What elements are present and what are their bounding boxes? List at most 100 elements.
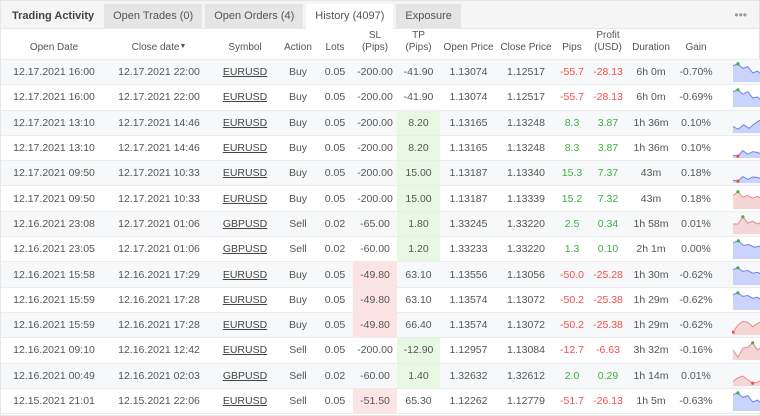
cell-action: Buy bbox=[279, 312, 317, 339]
symbol-link[interactable]: EURUSD bbox=[222, 395, 268, 407]
cell-symbol[interactable]: EURUSD bbox=[211, 312, 279, 339]
symbol-link[interactable]: EURUSD bbox=[222, 268, 268, 281]
tab-open-trades[interactable]: Open Trades (0) bbox=[104, 4, 203, 28]
sparkline-chart bbox=[732, 119, 760, 133]
col-lots[interactable]: Lots bbox=[317, 30, 353, 60]
symbol-link[interactable]: EURUSD bbox=[222, 142, 268, 155]
cell-lots: 0.05 bbox=[317, 59, 353, 86]
col-open-date[interactable]: Open Date bbox=[1, 30, 107, 60]
trade-sparkline bbox=[717, 84, 760, 111]
symbol-link[interactable]: GBPUSD bbox=[222, 369, 268, 382]
cell-action: Buy bbox=[279, 59, 317, 86]
cell-symbol[interactable]: EURUSD bbox=[211, 160, 279, 187]
table-row[interactable]: 12.17.2021 13:10 12.17.2021 14:46 EURUSD Bu… bbox=[1, 110, 760, 136]
col-open-price[interactable]: Open Price bbox=[440, 30, 497, 60]
tab-history[interactable]: History (4097) bbox=[306, 4, 394, 29]
col-gain[interactable]: Gain bbox=[675, 30, 717, 60]
cell-lots: 0.05 bbox=[317, 84, 353, 111]
symbol-link[interactable]: EURUSD bbox=[222, 66, 268, 79]
col-symbol[interactable]: Symbol bbox=[211, 30, 279, 60]
cell-action: Sell bbox=[279, 236, 317, 263]
cell-tp: 1.20 bbox=[397, 236, 440, 263]
table-row[interactable]: 12.16.2021 15:59 12.16.2021 17:28 EURUSD Bu… bbox=[1, 287, 760, 313]
cell-tp: 65.30 bbox=[397, 388, 440, 415]
col-sl[interactable]: SL (Pips) bbox=[353, 30, 397, 60]
cell-close-date: 12.17.2021 01:06 bbox=[107, 236, 211, 263]
col-profit[interactable]: Profit (USD) bbox=[589, 30, 627, 60]
cell-close-date: 12.16.2021 17:29 bbox=[107, 261, 211, 288]
cell-symbol[interactable]: EURUSD bbox=[211, 135, 279, 162]
cell-lots: 0.05 bbox=[317, 312, 353, 339]
table-row[interactable]: 12.16.2021 15:59 12.16.2021 17:28 EURUSD Bu… bbox=[1, 312, 760, 339]
symbol-link[interactable]: EURUSD bbox=[222, 192, 268, 205]
cell-symbol[interactable]: EURUSD bbox=[211, 110, 279, 136]
table-row[interactable]: 12.17.2021 16:00 12.17.2021 22:00 EURUSD Bu… bbox=[1, 84, 760, 111]
col-duration[interactable]: Duration bbox=[627, 30, 675, 60]
cell-symbol[interactable]: EURUSD bbox=[211, 185, 279, 212]
table-row[interactable]: 12.16.2021 00:49 12.16.2021 02:03 GBPUSD Se… bbox=[1, 363, 760, 389]
table-row[interactable]: 12.15.2021 21:01 12.15.2021 22:06 EURUSD Se… bbox=[1, 388, 760, 415]
cell-close-price: 1.33220 bbox=[497, 211, 555, 238]
tab-exposure[interactable]: Exposure bbox=[396, 4, 461, 28]
cell-duration: 43m bbox=[627, 185, 675, 212]
symbol-link[interactable]: EURUSD bbox=[222, 319, 268, 332]
cell-open-price: 1.13074 bbox=[440, 59, 497, 86]
table-row[interactable]: 12.16.2021 09:10 12.16.2021 12:42 EURUSD Se… bbox=[1, 337, 760, 364]
cell-open-price: 1.13556 bbox=[440, 261, 497, 288]
symbol-link[interactable]: EURUSD bbox=[222, 116, 268, 129]
table-row[interactable]: 12.16.2021 23:05 12.17.2021 01:06 GBPUSD Se… bbox=[1, 236, 760, 263]
trade-sparkline bbox=[717, 287, 760, 313]
symbol-link[interactable]: GBPUSD bbox=[222, 243, 268, 256]
cell-sl: -49.80 bbox=[353, 312, 397, 339]
cell-close-date: 12.17.2021 14:46 bbox=[107, 110, 211, 136]
symbol-link[interactable]: EURUSD bbox=[222, 167, 268, 180]
cell-duration: 1h 36m bbox=[627, 135, 675, 162]
cell-symbol[interactable]: EURUSD bbox=[211, 84, 279, 111]
table-row[interactable]: 12.16.2021 15:58 12.16.2021 17:29 EURUSD Bu… bbox=[1, 261, 760, 288]
sparkline-chart bbox=[732, 291, 760, 310]
cell-symbol[interactable]: GBPUSD bbox=[211, 236, 279, 263]
cell-close-price: 1.13248 bbox=[497, 135, 555, 162]
cell-lots: 0.05 bbox=[317, 388, 353, 415]
cell-duration: 6h 0m bbox=[627, 84, 675, 111]
cell-pips: -50.2 bbox=[555, 312, 589, 339]
cell-symbol[interactable]: EURUSD bbox=[211, 261, 279, 288]
cell-sl: -200.00 bbox=[353, 110, 397, 136]
table-row[interactable]: 12.17.2021 13:10 12.17.2021 14:46 EURUSD Bu… bbox=[1, 135, 760, 162]
cell-open-date: 12.16.2021 15:59 bbox=[1, 312, 107, 339]
col-close-price[interactable]: Close Price bbox=[497, 30, 555, 60]
col-action[interactable]: Action bbox=[279, 30, 317, 60]
cell-close-price: 1.32612 bbox=[497, 363, 555, 389]
table-row[interactable]: 12.17.2021 09:50 12.17.2021 10:33 EURUSD Bu… bbox=[1, 160, 760, 187]
tab-open-orders[interactable]: Open Orders (4) bbox=[205, 4, 304, 28]
cell-symbol[interactable]: EURUSD bbox=[211, 287, 279, 313]
symbol-link[interactable]: EURUSD bbox=[222, 344, 268, 357]
col-pips[interactable]: Pips bbox=[555, 30, 589, 60]
table-row[interactable]: 12.16.2021 23:08 12.17.2021 01:06 GBPUSD Se… bbox=[1, 211, 760, 238]
cell-lots: 0.05 bbox=[317, 185, 353, 212]
cell-symbol[interactable]: EURUSD bbox=[211, 388, 279, 415]
table-row[interactable]: 12.17.2021 16:00 12.17.2021 22:00 EURUSD Bu… bbox=[1, 59, 760, 86]
col-close-date[interactable]: Close date▼ bbox=[107, 30, 211, 60]
cell-open-date: 12.16.2021 23:08 bbox=[1, 211, 107, 238]
sparkline-chart bbox=[733, 215, 760, 234]
cell-symbol[interactable]: EURUSD bbox=[211, 59, 279, 86]
cell-symbol[interactable]: GBPUSD bbox=[211, 211, 279, 238]
symbol-link[interactable]: EURUSD bbox=[222, 293, 268, 306]
cell-pips: 15.3 bbox=[555, 160, 589, 187]
cell-open-date: 12.17.2021 13:10 bbox=[1, 110, 107, 136]
symbol-link[interactable]: GBPUSD bbox=[222, 217, 268, 230]
more-options-icon[interactable]: ••• bbox=[734, 8, 747, 22]
cell-symbol[interactable]: EURUSD bbox=[211, 337, 279, 364]
cell-lots: 0.05 bbox=[317, 337, 353, 364]
section-title: Trading Activity bbox=[12, 10, 95, 22]
symbol-link[interactable]: EURUSD bbox=[222, 91, 268, 104]
table-row[interactable]: 12.17.2021 09:50 12.17.2021 10:33 EURUSD Bu… bbox=[1, 185, 760, 212]
cell-duration: 2h 1m bbox=[627, 236, 675, 263]
cell-gain: 0.01% bbox=[675, 211, 717, 238]
sparkline-chart bbox=[732, 320, 760, 336]
cell-symbol[interactable]: GBPUSD bbox=[211, 363, 279, 389]
cell-close-date: 12.16.2021 12:42 bbox=[107, 337, 211, 364]
col-tp[interactable]: TP (Pips) bbox=[397, 30, 440, 60]
cell-action: Sell bbox=[279, 363, 317, 389]
